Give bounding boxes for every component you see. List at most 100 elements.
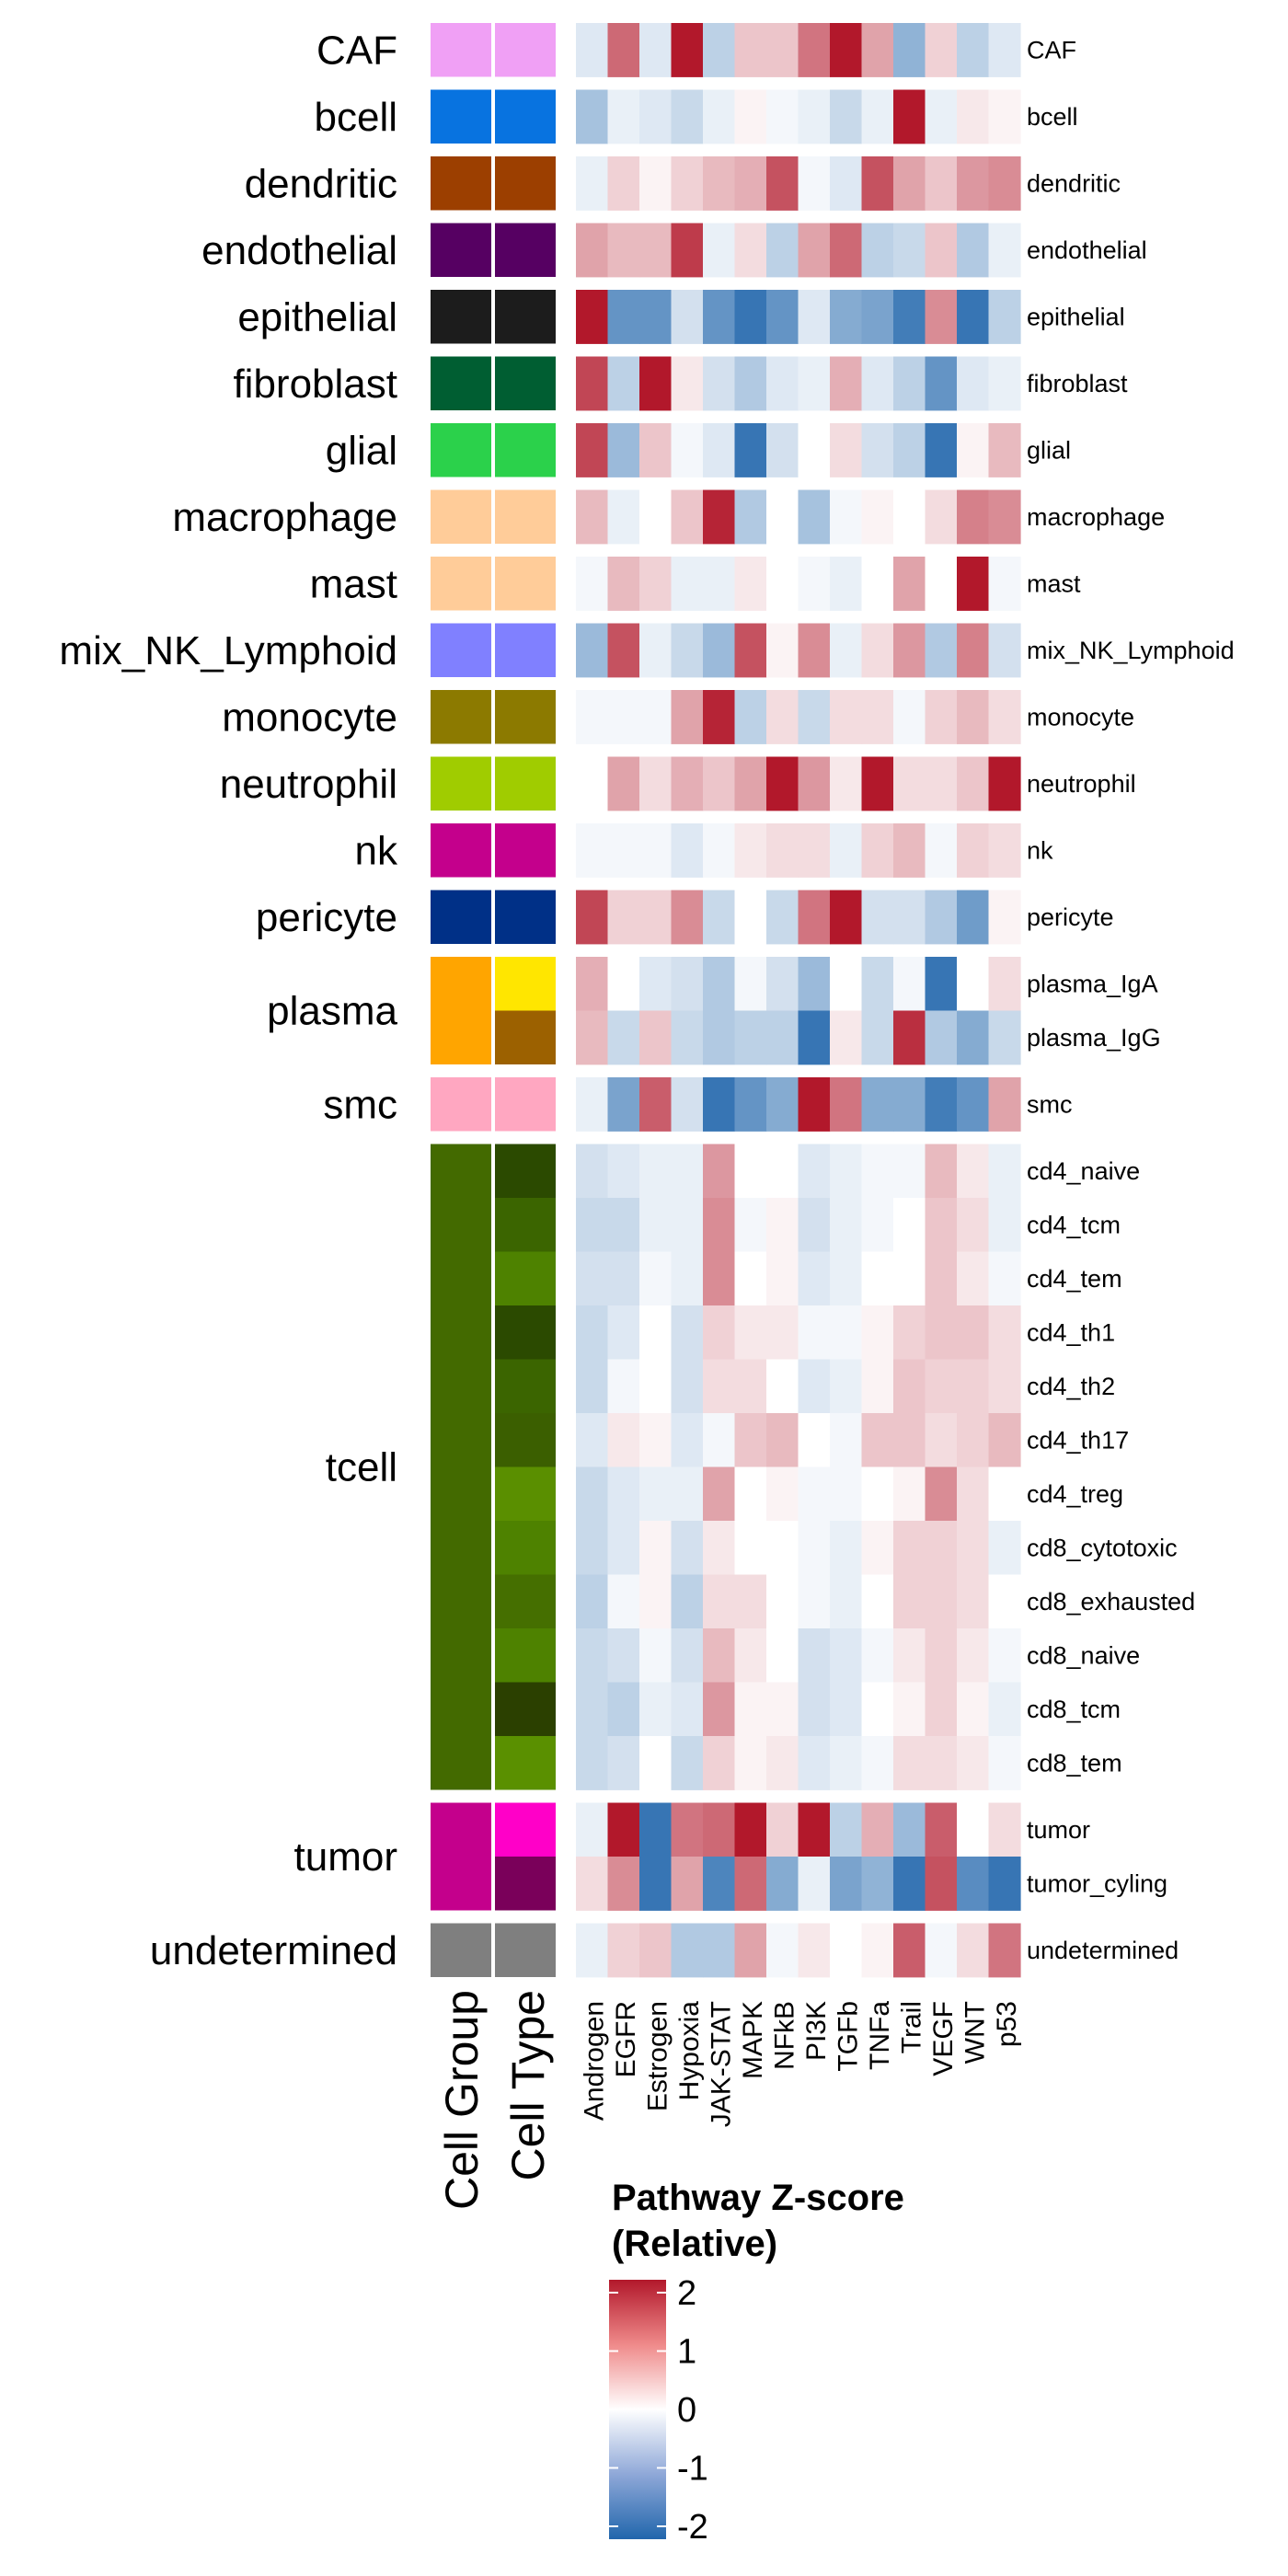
group-label: smc <box>323 1082 397 1127</box>
heatmap-cell <box>703 1682 736 1737</box>
heatmap-cell <box>988 756 1021 811</box>
heatmap-cell <box>925 890 958 945</box>
heatmap-cell <box>671 423 704 477</box>
heatmap-cell <box>798 1251 831 1306</box>
heatmap-cell <box>957 1251 990 1306</box>
heatmap-cell <box>734 489 767 545</box>
heatmap-cell <box>639 1857 673 1911</box>
cell-type-axis-label: Cell Type <box>502 1990 554 2181</box>
heatmap-cell <box>703 690 736 744</box>
heatmap-cell <box>861 1077 894 1132</box>
heatmap-cell <box>861 1682 894 1737</box>
heatmap-cell <box>671 1857 704 1911</box>
heatmap-cell <box>957 23 990 77</box>
row-label: cd8_naive <box>1027 1641 1140 1669</box>
heatmap-cell <box>893 957 926 1011</box>
heatmap-cell <box>798 557 831 611</box>
heatmap-cell <box>798 1923 831 1978</box>
heatmap-cell <box>925 1077 958 1132</box>
row-label: cd4_th1 <box>1027 1318 1115 1346</box>
heatmap-cell <box>607 1521 640 1575</box>
heatmap-cell <box>893 1923 926 1978</box>
cell-type-swatch <box>495 1628 556 1683</box>
heatmap-cell <box>893 1198 926 1252</box>
heatmap-cell <box>766 1144 799 1199</box>
heatmap-cell <box>734 156 767 211</box>
heatmap-cell <box>925 1574 958 1629</box>
heatmap-cell <box>607 690 640 744</box>
heatmap-cell <box>957 1682 990 1737</box>
legend-tick-label: 1 <box>677 2333 696 2372</box>
heatmap-cell <box>830 690 863 744</box>
cell-type-swatch <box>495 957 556 1011</box>
heatmap-cell <box>893 557 926 611</box>
cell-group-swatch <box>431 356 491 410</box>
heatmap-cell <box>639 1521 673 1575</box>
legend-title-line2: (Relative) <box>612 2224 777 2264</box>
cell-type-swatch <box>495 1923 556 1977</box>
heatmap-cell <box>893 1857 926 1911</box>
cell-type-swatch <box>495 1574 556 1628</box>
heatmap-cell <box>861 489 894 545</box>
color-legend: Pathway Z-score (Relative) 2 1 0 -1 -2 <box>609 2178 904 2547</box>
heatmap-cell <box>893 890 926 945</box>
heatmap-cell <box>607 1198 640 1252</box>
row-label: cd8_exhausted <box>1027 1588 1195 1616</box>
heatmap-cell <box>703 1144 736 1199</box>
heatmap-cell <box>734 557 767 611</box>
heatmap-cell <box>607 1466 640 1522</box>
heatmap-cell <box>671 23 704 77</box>
heatmap-cell <box>639 1923 673 1978</box>
heatmap-cell <box>607 1682 640 1737</box>
heatmap-cell <box>734 1413 767 1467</box>
cell-type-swatch <box>495 423 556 477</box>
heatmap-cell <box>766 223 799 278</box>
heatmap-cell <box>830 1413 863 1467</box>
heatmap-cell <box>957 1198 990 1252</box>
heatmap-cell <box>798 223 831 278</box>
heatmap-cell <box>988 1802 1021 1857</box>
cell-type-swatch <box>495 690 556 744</box>
heatmap-cell <box>607 756 640 811</box>
heatmap-cell <box>703 1466 736 1522</box>
heatmap-cell <box>893 1628 926 1683</box>
heatmap-cell <box>703 1628 736 1683</box>
heatmap-cell <box>766 156 799 211</box>
heatmap-cell <box>798 957 831 1011</box>
heatmap-cell <box>766 23 799 77</box>
heatmap-cell <box>925 1736 958 1790</box>
cell-group-swatch <box>431 1923 491 1977</box>
heatmap-cell <box>861 356 894 411</box>
heatmap-cell <box>988 1251 1021 1306</box>
heatmap-cell <box>925 156 958 211</box>
heatmap-cell <box>861 1802 894 1857</box>
heatmap-cell <box>703 1736 736 1790</box>
heatmap-cell <box>988 223 1021 278</box>
heatmap-cell <box>798 890 831 945</box>
heatmap-cell <box>925 1466 958 1522</box>
heatmap-cell <box>703 423 736 477</box>
heatmap-cell <box>830 1682 863 1737</box>
heatmap-cell <box>893 156 926 211</box>
row-label: mix_NK_Lymphoid <box>1027 637 1235 664</box>
heatmap-cell <box>576 1923 609 1978</box>
heatmap-cell <box>671 1413 704 1467</box>
heatmap-cell <box>766 1628 799 1683</box>
heatmap-cell <box>798 1144 831 1199</box>
heatmap-cell <box>703 1251 736 1306</box>
group-label: pericyte <box>256 895 397 940</box>
heatmap-cell <box>830 1628 863 1683</box>
heatmap-cell <box>639 1305 673 1360</box>
heatmap-cell <box>734 957 767 1011</box>
heatmap-cell <box>576 156 609 211</box>
heatmap-cell <box>861 89 894 144</box>
heatmap-cell <box>766 89 799 144</box>
heatmap-cell <box>607 1010 640 1065</box>
heatmap-cell <box>798 489 831 545</box>
heatmap-cell <box>734 223 767 278</box>
heatmap-cell <box>957 1923 990 1978</box>
cell-type-swatch <box>495 489 556 544</box>
heatmap-cell <box>988 1359 1021 1414</box>
heatmap-cell <box>893 1413 926 1467</box>
heatmap-cell <box>734 1466 767 1522</box>
